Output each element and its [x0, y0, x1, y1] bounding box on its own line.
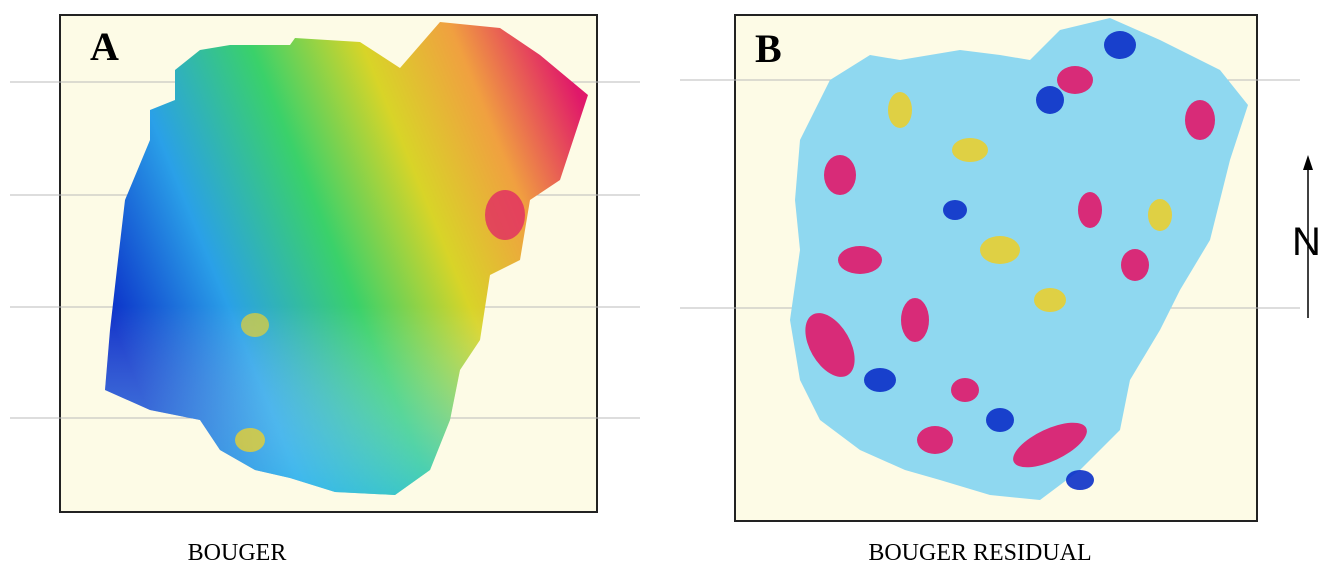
panel-caption: BOUGER [188, 540, 287, 562]
anomaly [485, 190, 525, 240]
arrow-head [1303, 155, 1313, 170]
north-label: N [1292, 220, 1319, 264]
anomaly [241, 313, 269, 337]
anomaly [235, 428, 265, 452]
panel-caption: BOUGER RESIDUAL [868, 540, 1091, 562]
panel-label: A [90, 24, 119, 69]
north-arrow: N [1292, 155, 1319, 318]
panel-label: B [755, 26, 782, 71]
figure: A BOUGER [0, 0, 1319, 562]
panel-a: A BOUGER [10, 15, 640, 562]
panel-b: B BOUGER RESIDUAL [680, 15, 1300, 562]
